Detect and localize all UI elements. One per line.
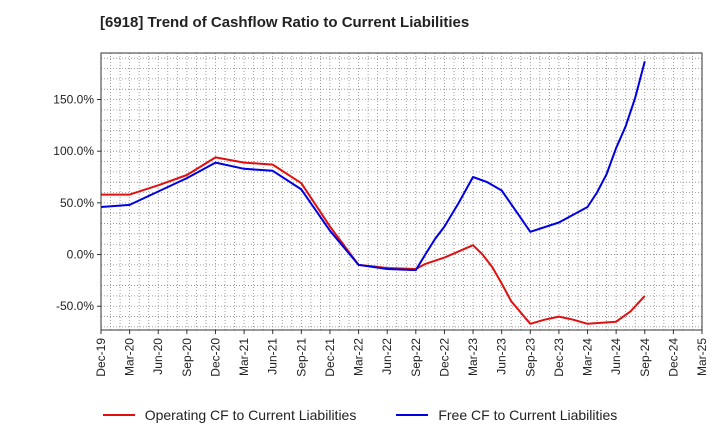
x-tick-label: Mar-24: [581, 338, 595, 376]
x-tick-label: Dec-21: [323, 338, 337, 377]
y-tick-label: 100.0%: [53, 144, 94, 158]
x-tick-label: Sep-23: [523, 338, 537, 377]
x-tick-label: Sep-24: [638, 338, 652, 377]
x-tick-label: Jun-23: [495, 338, 509, 375]
legend-swatch-operating: [102, 414, 135, 416]
x-tick-label: Jun-20: [151, 338, 165, 375]
x-tick-label: Dec-20: [208, 338, 222, 377]
x-tick-label: Jun-24: [609, 338, 623, 375]
y-tick-label: 0.0%: [67, 248, 95, 262]
chart-title: [6918] Trend of Cashflow Ratio to Curren…: [100, 14, 470, 31]
legend: Operating CF to Current Liabilities Free…: [0, 405, 720, 425]
y-tick-label: -50.0%: [56, 299, 94, 313]
legend-swatch-free: [396, 414, 429, 416]
x-tick-label: Mar-22: [352, 338, 366, 376]
x-tick-label: Sep-22: [409, 338, 423, 377]
x-tick-label: Dec-22: [437, 338, 451, 377]
y-tick-label: 150.0%: [53, 93, 94, 107]
x-tick-label: Jun-21: [266, 338, 280, 375]
x-tick-label: Mar-23: [466, 338, 480, 376]
x-tick-label: Mar-21: [237, 338, 251, 376]
x-tick-label: Mar-20: [123, 338, 137, 376]
legend-label-free: Free CF to Current Liabilities: [438, 407, 618, 423]
series-line-free-cf: [100, 61, 646, 272]
series-layer: [100, 61, 646, 325]
series-line-operating-cf: [101, 156, 646, 325]
plot-frame: [100, 52, 703, 331]
grid: [100, 53, 703, 330]
x-tick-label: Mar-25: [695, 338, 709, 376]
x-tick-label: Jun-22: [380, 338, 394, 375]
x-tick-label: Dec-24: [666, 338, 680, 377]
x-tick-label: Sep-21: [294, 338, 308, 377]
x-tick-label: Dec-23: [552, 338, 566, 377]
y-axis: -50.0% 0.0% 50.0% 100.0% 150.0%: [53, 93, 101, 313]
y-tick-label: 50.0%: [60, 196, 94, 210]
x-tick-label: Dec-19: [94, 338, 108, 377]
x-axis: Dec-19 Mar-20 Jun-20 Sep-20 Dec-20 Mar-21 Jun-…: [94, 330, 709, 377]
legend-item-operating: Operating CF to Current Liabilities: [102, 405, 357, 425]
legend-label-operating: Operating CF to Current Liabilities: [144, 407, 357, 423]
x-tick-label: Sep-20: [180, 338, 194, 377]
legend-item-free: Free CF to Current Liabilities: [396, 405, 617, 425]
